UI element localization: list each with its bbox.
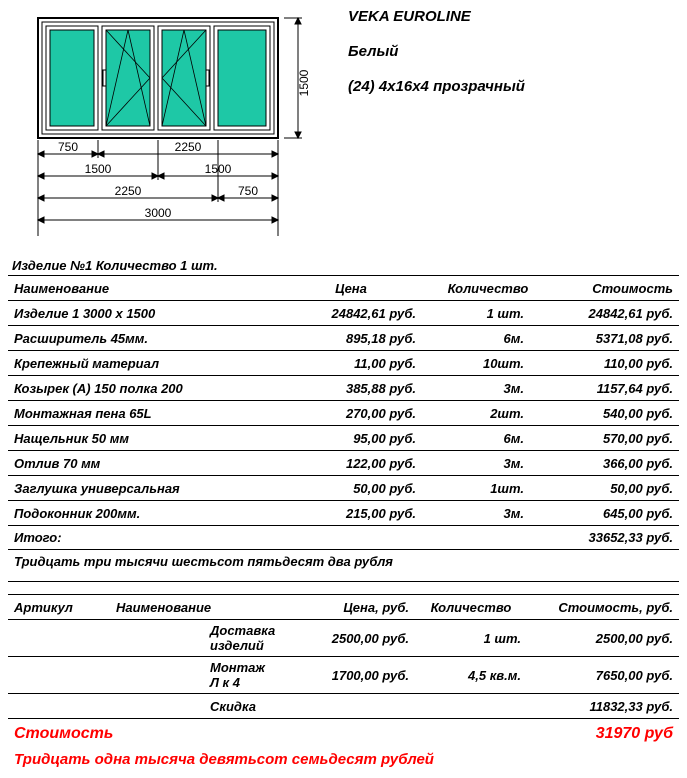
svg-text:2250: 2250 bbox=[115, 184, 142, 198]
final-label: Стоимость bbox=[14, 725, 113, 743]
brand: VEKA EUROLINE bbox=[348, 8, 679, 25]
th-sum2: Стоимость, руб. bbox=[527, 595, 679, 620]
th-price2: Цена, руб. bbox=[283, 595, 415, 620]
table-row: Крепежный материал11,00 руб.10шт.110,00 … bbox=[8, 351, 679, 376]
th-name2: Наименование bbox=[110, 595, 283, 620]
final-row: Стоимость 31970 руб bbox=[8, 719, 679, 749]
color: Белый bbox=[348, 43, 679, 60]
subtotal-label: Итого: bbox=[14, 530, 62, 545]
svg-text:750: 750 bbox=[58, 140, 78, 154]
dim-h: 1500 bbox=[297, 69, 311, 96]
final-words: Тридцать одна тысяча девятьсот семьдесят… bbox=[8, 749, 679, 770]
table-row: Монтаж Л к 41700,00 руб.4,5 кв.м.7650,00… bbox=[8, 657, 679, 694]
svg-text:2250: 2250 bbox=[175, 140, 202, 154]
subtotal-row: Итого: 33652,33 руб. bbox=[8, 526, 679, 550]
svg-text:1500: 1500 bbox=[85, 162, 112, 176]
table-row: Скидка11832,33 руб. bbox=[8, 694, 679, 719]
table-row: Подоконник 200мм.215,00 руб.3м.645,00 ру… bbox=[8, 501, 679, 526]
th-qty2: Количество bbox=[415, 595, 527, 620]
table-row: Изделие 1 3000 x 150024842,61 руб.1 шт.2… bbox=[8, 301, 679, 326]
window-drawing: 1500 bbox=[8, 8, 318, 248]
glass: (24) 4x16x4 прозрачный bbox=[348, 78, 679, 95]
items-table: Наименование Цена Количество Стоимость И… bbox=[8, 275, 679, 526]
header-block: VEKA EUROLINE Белый (24) 4x16x4 прозрачн… bbox=[348, 8, 679, 248]
table-row: Доставка изделий2500,00 руб.1 шт.2500,00… bbox=[8, 620, 679, 657]
svg-text:3000: 3000 bbox=[145, 206, 172, 220]
table-row: Расширитель 45мм.895,18 руб.6м.5371,08 р… bbox=[8, 326, 679, 351]
table-row: Нащельник 50 мм95,00 руб.6м.570,00 руб. bbox=[8, 426, 679, 451]
table-row: Монтажная пена 65L270,00 руб.2шт.540,00 … bbox=[8, 401, 679, 426]
th-art: Артикул bbox=[8, 595, 110, 620]
services-table: Артикул Наименование Цена, руб. Количест… bbox=[8, 595, 679, 719]
table-row: Заглушка универсальная50,00 руб.1шт.50,0… bbox=[8, 476, 679, 501]
th-price: Цена bbox=[280, 276, 422, 301]
svg-text:1500: 1500 bbox=[205, 162, 232, 176]
subtotal-value: 33652,33 руб. bbox=[589, 530, 674, 545]
subtotal-words: Тридцать три тысячи шестьсот пятьдесят д… bbox=[8, 550, 679, 582]
final-value: 31970 руб bbox=[596, 725, 673, 743]
th-qty: Количество bbox=[422, 276, 554, 301]
item-head: Изделие №1 Количество 1 шт. bbox=[12, 258, 679, 273]
table-row: Отлив 70 мм122,00 руб.3м.366,00 руб. bbox=[8, 451, 679, 476]
table-row: Козырек (А) 150 полка 200385,88 руб.3м.1… bbox=[8, 376, 679, 401]
svg-text:750: 750 bbox=[238, 184, 258, 198]
th-sum: Стоимость bbox=[554, 276, 679, 301]
th-name: Наименование bbox=[8, 276, 280, 301]
